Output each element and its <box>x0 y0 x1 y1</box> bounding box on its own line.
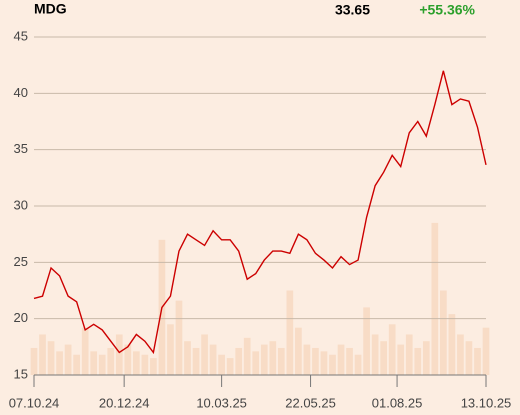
volume-bar <box>132 351 140 375</box>
last-price: 33.65 <box>335 2 370 18</box>
volume-bar <box>329 354 336 375</box>
volume-bar <box>90 351 98 375</box>
price-line <box>33 70 487 355</box>
volume-bar <box>363 307 370 375</box>
x-tick-label: 22.05.25 <box>285 395 336 410</box>
volume-bar <box>354 354 362 375</box>
volume-bar <box>39 334 46 375</box>
volume-bar <box>98 354 106 375</box>
x-tick-label: 01.08.25 <box>372 395 423 410</box>
y-tick-label: 40 <box>14 85 28 100</box>
volume-bar <box>192 347 200 375</box>
change: +55.36% <box>419 2 475 18</box>
volume-bar <box>312 347 319 375</box>
y-tick-label: 35 <box>14 141 28 156</box>
volume-bar <box>388 324 396 375</box>
volume-bar <box>73 354 80 375</box>
x-tick-label: 07.10.24 <box>9 395 60 410</box>
volume-bar <box>371 334 379 375</box>
volume-bar <box>64 344 72 375</box>
volume-bar <box>465 341 473 375</box>
volume-bar <box>431 222 439 375</box>
y-tick-label: 15 <box>14 366 28 381</box>
y-tick-label: 30 <box>14 197 28 212</box>
volume-bar <box>252 351 260 375</box>
volume-bar <box>47 341 55 375</box>
volume-bar <box>397 344 405 375</box>
volume-bar <box>440 290 447 375</box>
volume-bar <box>346 347 353 375</box>
volume-bar <box>81 327 89 375</box>
volume-bar <box>482 327 490 375</box>
volume-bar <box>474 347 481 375</box>
volume-bar <box>303 344 311 375</box>
volume-bar <box>226 358 234 375</box>
volume-bar <box>107 347 115 375</box>
volume-bar <box>30 347 38 375</box>
y-tick-label: 20 <box>14 310 28 325</box>
volume-bar <box>235 347 243 375</box>
volume-bar <box>277 347 285 375</box>
volume-bar <box>380 341 388 375</box>
volume-bar <box>124 344 132 375</box>
volume-bar <box>218 354 225 375</box>
volume-bar <box>167 324 174 375</box>
x-tick-label: 10.03.25 <box>196 395 247 410</box>
volume-bar <box>201 334 208 375</box>
volume-bar <box>209 344 217 375</box>
volume-bar <box>56 351 63 375</box>
x-tick-label: 20.12.24 <box>99 395 150 410</box>
y-tick-label: 45 <box>14 28 28 43</box>
volume-bar <box>115 334 123 375</box>
volume-bar <box>141 354 149 375</box>
volume-bar <box>457 334 464 375</box>
volume-bar <box>175 300 183 375</box>
volume-bar <box>269 341 277 375</box>
volume-bar <box>405 334 413 375</box>
x-tick-label: 13.10.25 <box>461 395 512 410</box>
volume-bar <box>184 341 191 375</box>
volume-bar <box>337 344 345 375</box>
chart-title: MDG <box>34 1 67 17</box>
volume-bar <box>150 358 157 375</box>
volume-bar <box>295 327 302 375</box>
volume-bar <box>260 344 268 375</box>
volume-bar <box>422 341 430 375</box>
volume-bar <box>448 314 456 375</box>
volume-bar <box>414 347 422 375</box>
y-tick-label: 25 <box>14 254 28 269</box>
volume-bar <box>243 337 251 375</box>
volume-bar <box>320 351 328 375</box>
volume-bar <box>286 290 294 375</box>
